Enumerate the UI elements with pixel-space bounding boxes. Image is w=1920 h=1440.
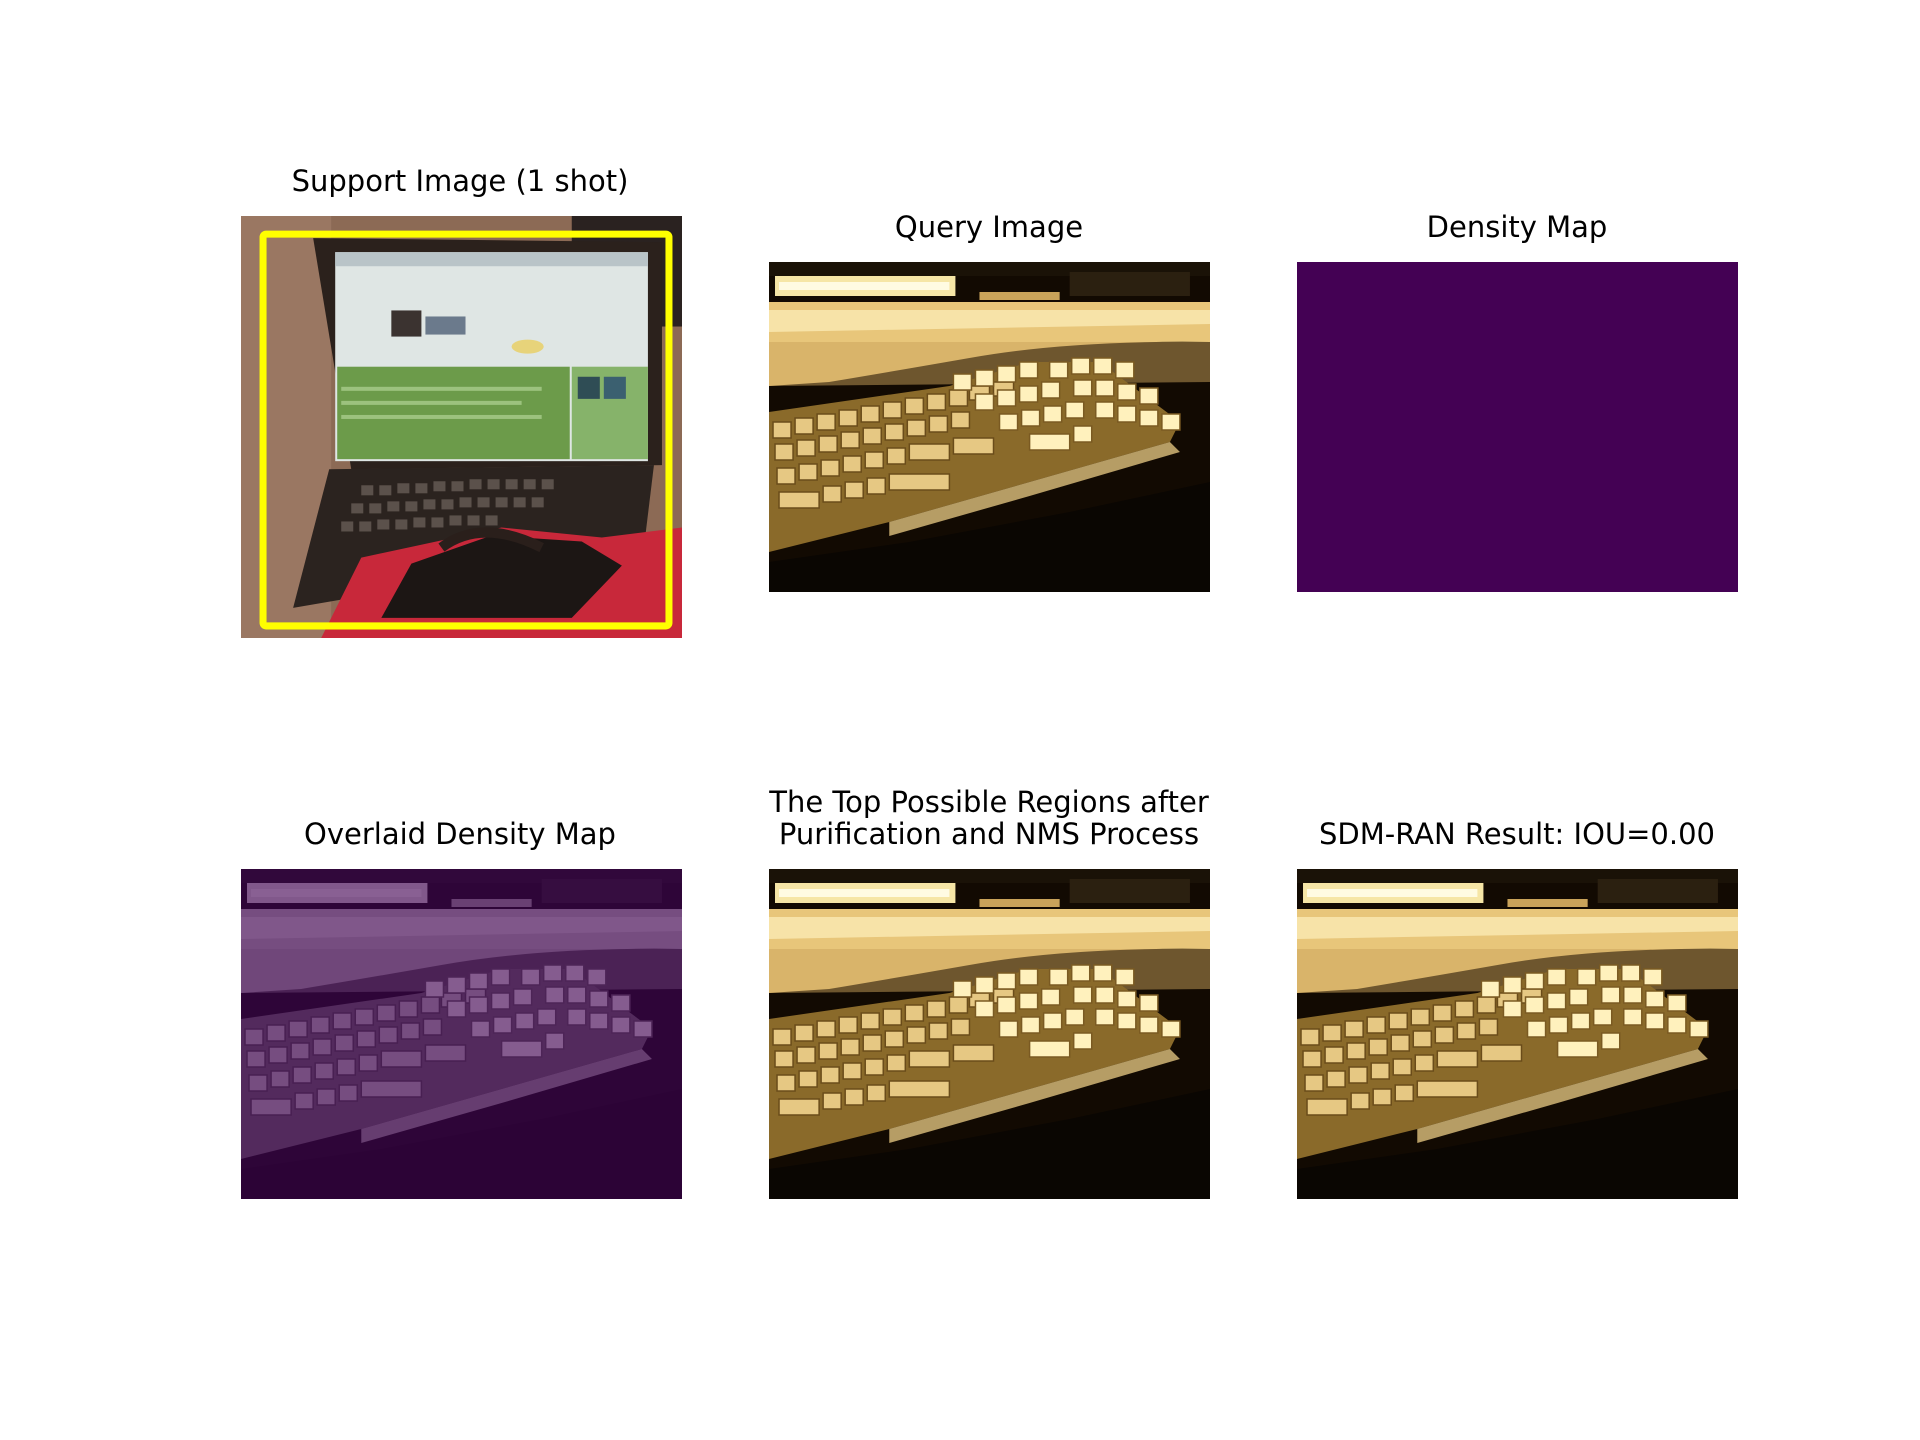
density-map — [1297, 262, 1738, 592]
keyboard-photo-icon — [1297, 869, 1738, 1199]
top-regions-image — [769, 869, 1210, 1199]
laptop-photo-icon — [241, 216, 682, 638]
keyboard-photo-icon — [769, 869, 1210, 1199]
overlaid-density-map — [241, 869, 682, 1199]
query-image — [769, 262, 1210, 592]
top-regions-title: The Top Possible Regions after Purificat… — [689, 786, 1289, 850]
density-map-title: Density Map — [1426, 210, 1608, 244]
top-regions-title-line-2: Purification and NMS Process — [778, 817, 1200, 851]
top-regions-title-line-1: The Top Possible Regions after — [769, 785, 1209, 819]
result-title: SDM-RAN Result: IOU=0.00 — [1318, 817, 1716, 851]
overlaid-density-map-title: Overlaid Density Map — [304, 817, 616, 851]
result-image — [1297, 869, 1738, 1199]
support-image-title: Support Image (1 shot) — [291, 164, 629, 198]
query-image-title: Query Image — [894, 210, 1084, 244]
density-overlay — [241, 869, 682, 1199]
keyboard-photo-icon — [769, 262, 1210, 592]
support-image — [241, 216, 682, 638]
